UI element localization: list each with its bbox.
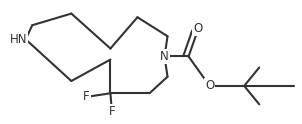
Text: O: O <box>193 22 202 35</box>
Text: N: N <box>160 50 169 63</box>
Text: O: O <box>205 79 214 92</box>
Text: F: F <box>83 90 90 103</box>
Text: F: F <box>109 105 115 118</box>
Text: HN: HN <box>9 33 27 46</box>
